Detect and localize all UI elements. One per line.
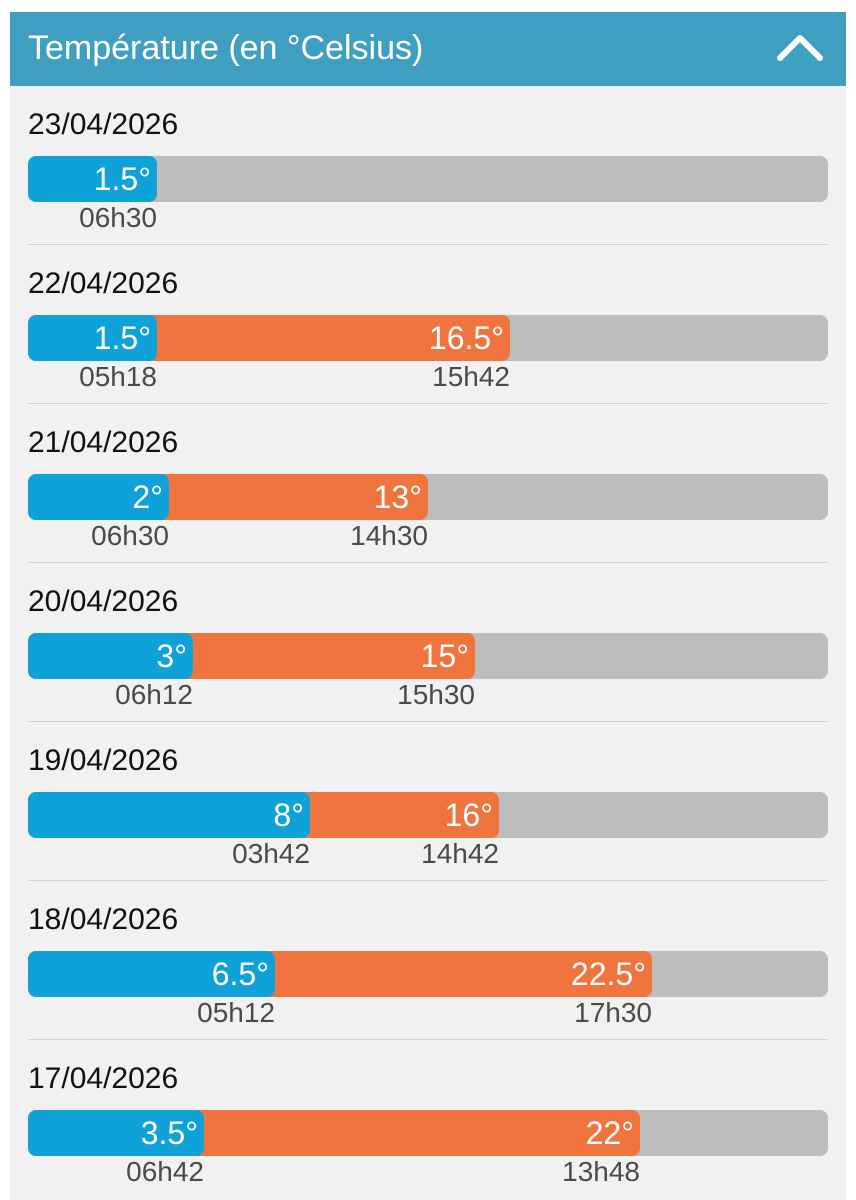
min-temp-time: 05h12 <box>197 997 275 1028</box>
min-temp-time: 05h18 <box>79 361 157 392</box>
chevron-up-icon[interactable] <box>774 22 826 74</box>
min-temp-bar: 2° <box>28 474 169 520</box>
day-row: 23/04/2026 1.5° 06h30 <box>28 86 828 245</box>
panel-header[interactable]: Température (en °Celsius) <box>10 12 846 86</box>
max-temp-time: 14h42 <box>421 838 499 869</box>
max-temp-time: 14h30 <box>350 520 428 551</box>
day-row: 20/04/2026 3° 15° 06h12 15h30 <box>28 563 828 722</box>
temperature-bar: 1.5° <box>28 156 828 202</box>
day-list: 23/04/2026 1.5° 06h30 22/04/2026 1.5° 16.5° 05… <box>10 86 846 1199</box>
panel-title: Température (en °Celsius) <box>28 29 424 67</box>
min-temp-time: 06h12 <box>115 679 193 710</box>
day-date: 23/04/2026 <box>28 108 179 141</box>
temperature-bar: 2° 13° <box>28 474 828 520</box>
max-temp-time: 15h42 <box>432 361 510 392</box>
temperature-panel: Température (en °Celsius) 23/04/2026 1.5°… <box>10 12 846 1200</box>
max-temp-time: 13h48 <box>562 1156 640 1187</box>
min-temp-bar: 6.5° <box>28 951 275 997</box>
day-date: 17/04/2026 <box>28 1062 179 1095</box>
temperature-bar: 1.5° 16.5° <box>28 315 828 361</box>
temperature-bar: 8° 16° <box>28 792 828 838</box>
temperature-bar: 3.5° 22° <box>28 1110 828 1156</box>
max-temp-time: 15h30 <box>397 679 475 710</box>
day-date: 19/04/2026 <box>28 744 179 777</box>
day-row: 21/04/2026 2° 13° 06h30 14h30 <box>28 404 828 563</box>
temperature-bar: 6.5° 22.5° <box>28 951 828 997</box>
day-row: 18/04/2026 6.5° 22.5° 05h12 17h30 <box>28 881 828 1040</box>
min-temp-bar: 1.5° <box>28 315 157 361</box>
min-temp-time: 06h30 <box>91 520 169 551</box>
day-date: 18/04/2026 <box>28 903 179 936</box>
min-temp-time: 06h42 <box>126 1156 204 1187</box>
day-row: 17/04/2026 3.5° 22° 06h42 13h48 <box>28 1040 828 1199</box>
day-date: 22/04/2026 <box>28 267 179 300</box>
min-temp-bar: 8° <box>28 792 310 838</box>
day-date: 20/04/2026 <box>28 585 179 618</box>
max-temp-time: 17h30 <box>574 997 652 1028</box>
min-temp-time: 03h42 <box>232 838 310 869</box>
min-temp-bar: 1.5° <box>28 156 157 202</box>
day-row: 19/04/2026 8° 16° 03h42 14h42 <box>28 722 828 881</box>
temperature-bar: 3° 15° <box>28 633 828 679</box>
day-row: 22/04/2026 1.5° 16.5° 05h18 15h42 <box>28 245 828 404</box>
min-temp-bar: 3.5° <box>28 1110 204 1156</box>
min-temp-bar: 3° <box>28 633 193 679</box>
min-temp-time: 06h30 <box>79 202 157 233</box>
day-date: 21/04/2026 <box>28 426 179 459</box>
